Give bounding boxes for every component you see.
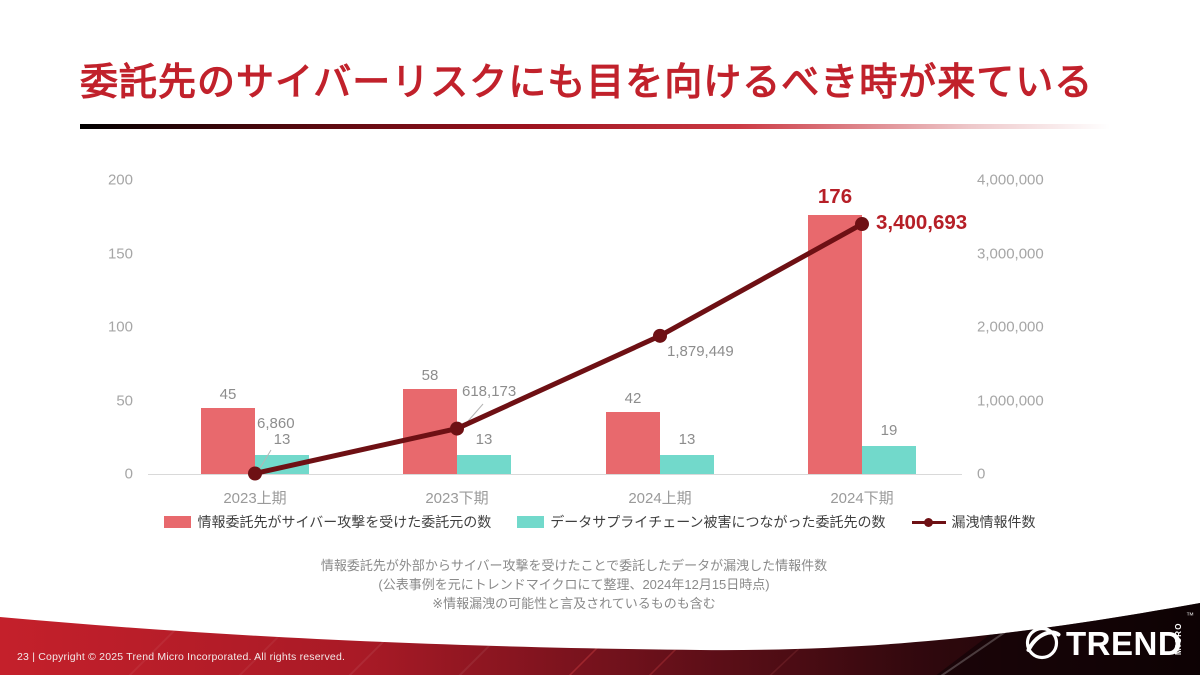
title-divider <box>80 124 1142 129</box>
slide-title: 委託先のサイバーリスクにも目を向けるべき時が来ている <box>80 62 1094 104</box>
left-axis-tick: 50 <box>116 392 133 409</box>
copyright-text: 23 | Copyright © 2025 Trend Micro Incorp… <box>17 651 346 663</box>
trend-micro-logo: TREND MICRO ™ <box>1025 611 1194 662</box>
legend-label: 情報委託先がサイバー攻撃を受けた委託元の数 <box>197 514 492 530</box>
category-label: 2024下期 <box>830 490 894 507</box>
legend-label: 漏洩情報件数 <box>951 514 1036 530</box>
logo-micro-text: MICRO <box>1174 622 1183 655</box>
category-label: 2024上期 <box>628 490 692 507</box>
bar-supplychain-trustees-2024上期 <box>660 454 714 474</box>
bar-value-label: 13 <box>273 430 291 448</box>
bar-attacked-trustors-2024上期 <box>606 412 660 474</box>
trend-ball-icon <box>1025 626 1059 660</box>
category-label: 2023上期 <box>223 490 287 507</box>
legend-line-marker-icon <box>911 516 946 528</box>
line-value-label: 1,879,449 <box>667 343 734 360</box>
bar-supplychain-trustees-2024下期 <box>862 446 916 474</box>
left-axis-tick: 100 <box>107 318 133 336</box>
right-axis-tick: 2,000,000 <box>977 318 1044 336</box>
chart-legend: 情報委託先がサイバー攻撃を受けた委託元の数 データサプライチェーン被害につながった… <box>0 512 1200 532</box>
legend-swatch-icon <box>517 516 545 528</box>
legend-label: データサプライチェーン被害につながった委託先の数 <box>550 514 886 530</box>
bar-attacked-trustors-2023下期 <box>403 388 457 474</box>
footer-band: TREND MICRO ™ <box>0 603 1200 675</box>
right-axis-tick: 3,000,000 <box>977 245 1044 262</box>
footnote-line-3: ※情報漏洩の可能性と言及されているものも含む <box>432 596 716 611</box>
bar-attacked-trustors-2024下期 <box>808 215 862 474</box>
left-axis-tick: 0 <box>124 465 133 483</box>
bar-value-label: 176 <box>817 185 853 209</box>
bar-attacked-trustors-2023上期 <box>201 407 255 474</box>
right-axis-tick: 0 <box>977 465 986 483</box>
bar-value-label: 13 <box>678 430 696 448</box>
trend-ball-swoosh-icon <box>1026 630 1061 652</box>
bar-value-label: 19 <box>880 422 898 440</box>
legend-swatch-icon <box>164 516 192 528</box>
category-label: 2023下期 <box>425 490 489 507</box>
bar-value-label: 13 <box>475 430 493 448</box>
right-axis-tick: 1,000,000 <box>977 392 1044 409</box>
bar-value-label: 45 <box>219 385 237 403</box>
legend-item: 情報委託先がサイバー攻撃を受けた委託元の数 <box>164 512 491 532</box>
legend-item: 漏洩情報件数 <box>911 512 1036 532</box>
line-value-label: 6,860 <box>257 415 295 432</box>
leaked-records-line <box>254 221 864 476</box>
logo-trend-text: TREND <box>1066 625 1182 662</box>
bar-supplychain-trustees-2023上期 <box>255 454 309 474</box>
legend-dot-icon <box>923 517 934 527</box>
left-axis-tick: 200 <box>107 171 133 189</box>
x-axis-line <box>148 474 962 475</box>
label-leader-line <box>461 403 484 429</box>
footnote: 情報委託先が外部からサイバー攻撃を受けたことで委託したデータが漏洩した情報件数 … <box>0 556 1148 613</box>
footer-swoosh <box>0 603 1200 675</box>
logo-tm-mark: ™ <box>1186 611 1194 620</box>
bar-value-label: 42 <box>624 390 642 408</box>
bar-supplychain-trustees-2023下期 <box>457 454 511 474</box>
right-axis-tick: 4,000,000 <box>977 171 1044 189</box>
line-value-label: 618,173 <box>462 383 517 400</box>
footnote-line-2: (公表事例を元にトレンドマイクロにて整理、2024年12月15日時点) <box>378 577 770 592</box>
left-axis-tick: 150 <box>107 245 133 262</box>
bar-value-label: 58 <box>421 366 439 384</box>
line-value-label: 3,400,693 <box>876 211 968 234</box>
footnote-line-1: 情報委託先が外部からサイバー攻撃を受けたことで委託したデータが漏洩した情報件数 <box>320 558 828 573</box>
line-point <box>653 328 667 343</box>
legend-item: データサプライチェーン被害につながった委託先の数 <box>517 512 886 532</box>
